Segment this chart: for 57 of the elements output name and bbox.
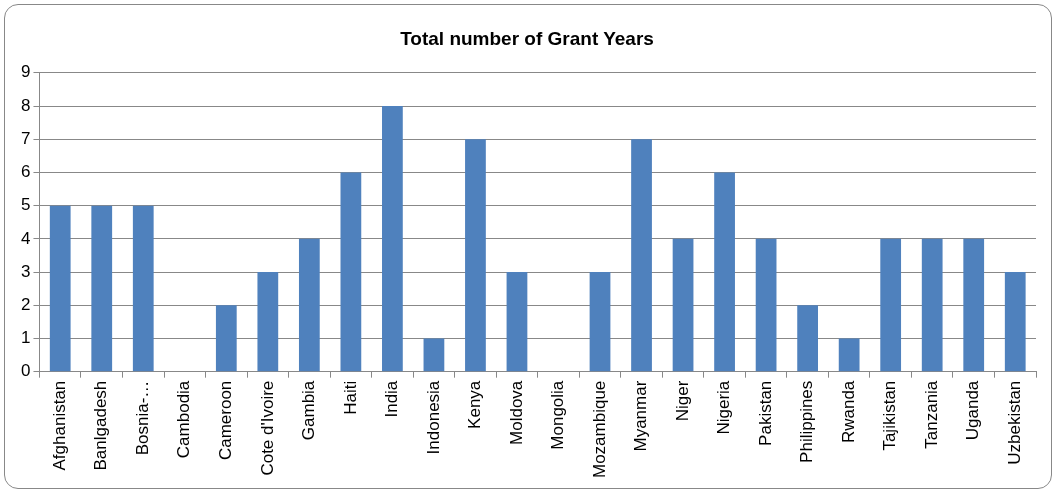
bar <box>672 238 694 372</box>
x-tick-label: Bosnia-… <box>132 380 152 456</box>
bar <box>631 139 652 372</box>
x-tick-label: Cote d'Ivoire <box>257 380 277 476</box>
x-tick-label: Gambia <box>299 380 319 441</box>
bar <box>880 238 902 372</box>
x-tick-label: Philippines <box>797 380 817 463</box>
x-tick-label: Cameroon <box>215 380 235 461</box>
y-tick-label: 7 <box>20 128 31 148</box>
bar <box>49 205 71 372</box>
x-tick-label: Indonesia <box>423 380 443 455</box>
bar <box>298 238 320 372</box>
x-tick-label: Tajikistan <box>880 380 900 451</box>
bar <box>921 238 943 372</box>
bar <box>91 205 113 372</box>
bar <box>1004 272 1026 372</box>
bar <box>257 272 279 372</box>
bar <box>714 172 735 372</box>
y-tick-label: 4 <box>20 228 31 248</box>
bar <box>382 106 403 372</box>
x-tick-label: Myanmar <box>631 380 651 452</box>
x-tick-label: Mozambique <box>589 380 609 478</box>
bar <box>506 272 528 372</box>
x-tick-label: Banlgadesh <box>91 380 111 471</box>
y-tick-label: 5 <box>20 195 31 215</box>
bar <box>215 305 237 372</box>
y-tick-label: 8 <box>20 95 31 115</box>
bar <box>340 172 362 372</box>
x-tick-label: Niger <box>672 380 692 422</box>
x-tick-label: Cambodia <box>174 380 194 459</box>
bar <box>589 272 611 372</box>
y-tick-label: 6 <box>20 162 31 182</box>
x-tick-label: Uganda <box>963 380 983 441</box>
y-tick-label: 9 <box>20 62 31 82</box>
x-tick-label: Rwanda <box>838 380 858 444</box>
bar <box>838 338 860 372</box>
x-tick-label: Moldova <box>506 380 526 445</box>
y-tick-label: 0 <box>20 361 31 381</box>
bar <box>423 338 445 372</box>
y-tick-label: 2 <box>20 294 31 314</box>
x-tick-label: Afghanistan <box>49 380 69 471</box>
y-tick-label: 3 <box>20 261 31 281</box>
bar <box>797 305 819 372</box>
x-tick-label: Haiti <box>340 380 360 415</box>
chart-title: Total number of Grant Years <box>400 27 654 49</box>
bar <box>755 238 777 372</box>
x-tick-label: Uzbekistan <box>1004 380 1024 465</box>
bar <box>963 238 985 372</box>
y-tick-label: 1 <box>20 328 31 348</box>
bar <box>465 139 486 372</box>
x-tick-label: Mongolia <box>548 380 568 450</box>
x-tick-label: Tanzania <box>921 380 941 449</box>
x-tick-label: Kenya <box>465 380 485 429</box>
x-tick-label: India <box>382 380 402 418</box>
bar <box>132 205 154 372</box>
x-tick-label: Nigeria <box>714 380 734 435</box>
x-tick-label: Pakistan <box>755 380 775 446</box>
